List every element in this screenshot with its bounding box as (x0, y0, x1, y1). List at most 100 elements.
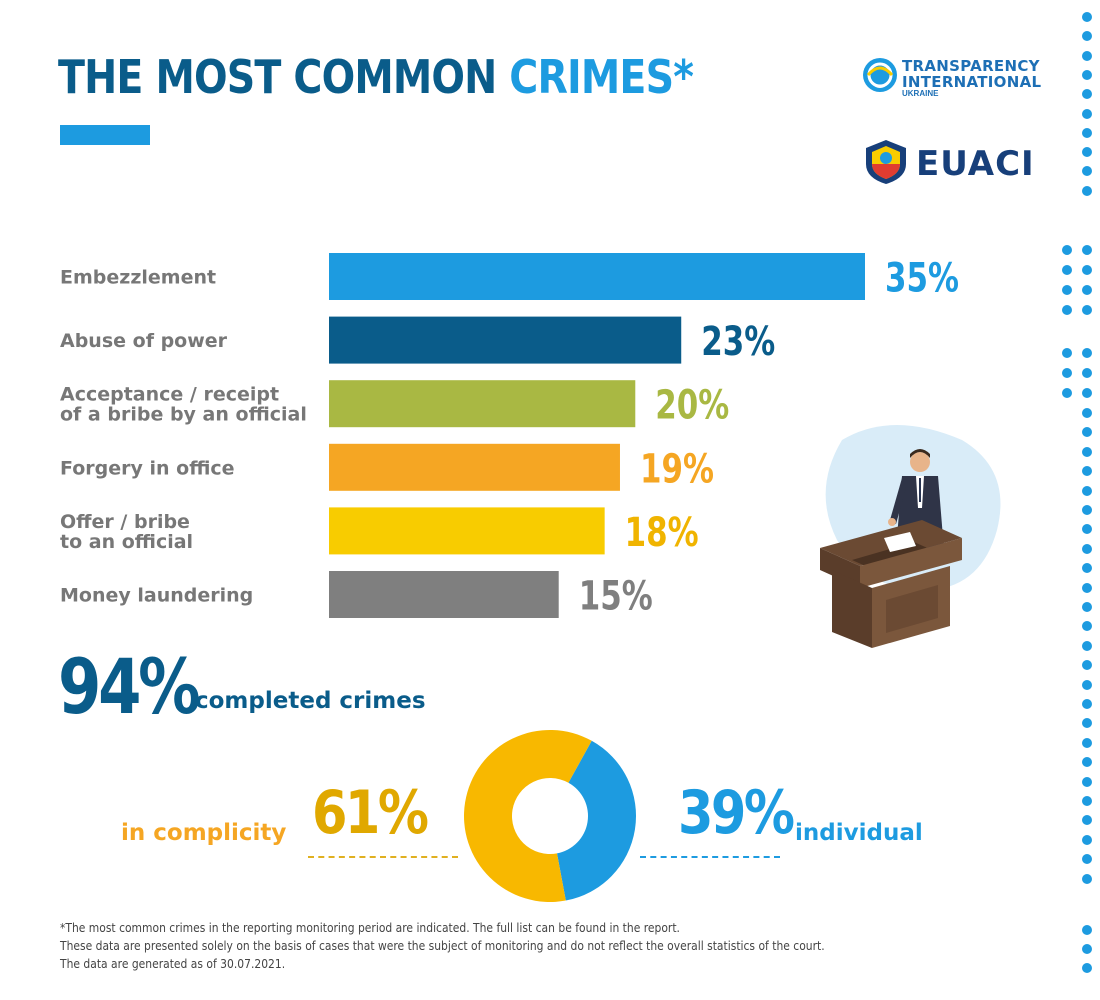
decorative-dot (1082, 147, 1092, 158)
decorative-dot (1082, 679, 1092, 690)
footnote-3: The data are generated as of 30.07.2021. (60, 956, 286, 971)
decorative-dot (1082, 660, 1092, 671)
decorative-dot (1082, 854, 1092, 865)
bar-label: Embezzlement (60, 267, 216, 289)
decorative-dot (1082, 127, 1092, 138)
bar (329, 380, 636, 428)
decorative-dot (1082, 944, 1092, 954)
euaci-logo: EUACI (862, 138, 1052, 190)
bar-value-label: 15% (579, 574, 653, 620)
decorative-dot (1082, 737, 1092, 748)
footnote-1: *The most common crimes in the reporting… (60, 920, 680, 935)
decorative-dot (1082, 12, 1092, 22)
bar-value-label: 19% (640, 446, 714, 492)
decorative-dot (1062, 305, 1072, 315)
decorative-dot (1082, 285, 1092, 295)
title-main: THE MOST COMMON (58, 50, 510, 104)
decorative-dot (1082, 602, 1092, 612)
decorative-dot (1062, 265, 1072, 275)
decorative-dot (1082, 640, 1092, 651)
title-underline-bar (60, 125, 150, 145)
ti-logo-line2: INTERNATIONAL (902, 73, 1042, 91)
complicity-donut-chart (464, 730, 636, 902)
decorative-dot (1082, 31, 1092, 42)
judge-podium-illustration (820, 425, 1001, 648)
decorative-dot (1082, 485, 1092, 496)
decorative-dot (1082, 108, 1092, 119)
decorative-dot (1082, 368, 1092, 378)
bar-value-label: 20% (655, 383, 729, 429)
decorative-dot (1082, 305, 1092, 315)
decorative-dot (1082, 834, 1092, 845)
bar (329, 443, 620, 491)
decorative-dot (1082, 185, 1092, 196)
bar (329, 316, 682, 364)
decorative-dot (1082, 925, 1092, 935)
decorative-dot (1082, 524, 1092, 535)
decorative-dot (1082, 466, 1092, 477)
individual-value: 39% (678, 778, 795, 848)
decorative-dot (1082, 563, 1092, 574)
bar-label: Acceptance / receipt of a bribe by an off… (60, 384, 307, 426)
footnote-2: These data are presented solely on the b… (60, 938, 825, 953)
ti-logo-line3: UKRAINE (902, 89, 939, 98)
decorative-dot (1062, 368, 1072, 378)
bar-label: Abuse of power (60, 330, 228, 352)
complicity-label: in complicity (121, 820, 287, 846)
donut-slice-complicity (464, 730, 592, 902)
podium (820, 520, 962, 648)
decorative-dot (1082, 815, 1092, 826)
donut-slice-individual (556, 740, 636, 901)
bar-value-label: 18% (625, 510, 699, 556)
decorative-dot (1082, 446, 1092, 457)
transparency-globe-icon (863, 58, 897, 92)
decorative-dot (1082, 50, 1092, 61)
decorative-dot (1082, 796, 1092, 806)
decorative-dot (1082, 621, 1092, 632)
euaci-logo-text: EUACI (916, 144, 1035, 184)
individual-dashed-line (640, 856, 780, 858)
completed-crimes-value: 94% (58, 642, 201, 731)
bar (329, 253, 865, 300)
decorative-dot (1082, 776, 1092, 787)
decorative-dot (1062, 388, 1072, 398)
page-title: THE MOST COMMON CRIMES* (58, 50, 694, 104)
title-accent: CRIMES* (509, 50, 694, 104)
bar-label: Money laundering (60, 585, 253, 607)
complicity-dashed-line (308, 856, 458, 858)
ti-logo-line1: TRANSPARENCY (902, 57, 1040, 75)
bar-value-label: 23% (701, 319, 775, 365)
decorative-dot (1082, 69, 1092, 80)
decorative-dot (1082, 166, 1092, 177)
decorative-dot (1082, 699, 1092, 709)
bar-label: Offer / bribe to an official (60, 511, 193, 553)
decorative-dot (1082, 757, 1092, 768)
decorative-dot (1082, 963, 1092, 973)
decorative-dot (1082, 427, 1092, 438)
complicity-value: 61% (312, 778, 429, 848)
decorative-dot (1082, 408, 1092, 418)
decorative-dot (1082, 245, 1092, 255)
bar-value-label: 35% (885, 256, 959, 302)
decorative-dot (1082, 505, 1092, 515)
decorative-dot (1082, 265, 1092, 275)
decorative-dot (1082, 718, 1092, 729)
decorative-dot (1082, 582, 1092, 593)
completed-crimes-label: completed crimes (195, 688, 426, 714)
decorative-dot (1082, 348, 1092, 358)
individual-label: individual (795, 820, 923, 846)
decorative-dot (1082, 388, 1092, 398)
transparency-international-logo: TRANSPARENCY INTERNATIONAL UKRAINE (862, 55, 1042, 105)
bar (329, 507, 605, 555)
footnotes: *The most common crimes in the reporting… (60, 920, 1020, 974)
crimes-bar-chart: Embezzlement 35% Abuse of power 23% Acceptan… (60, 253, 959, 620)
decorative-dot (1082, 543, 1092, 554)
decorative-dot (1082, 89, 1092, 100)
decorative-dot (1062, 285, 1072, 295)
decorative-dot (1062, 245, 1072, 255)
bar (329, 571, 559, 618)
bar-label: Forgery in office (60, 457, 235, 479)
decorative-dot (1082, 873, 1092, 884)
decorative-dot (1062, 348, 1072, 358)
euaci-emblem-icon (866, 140, 906, 184)
